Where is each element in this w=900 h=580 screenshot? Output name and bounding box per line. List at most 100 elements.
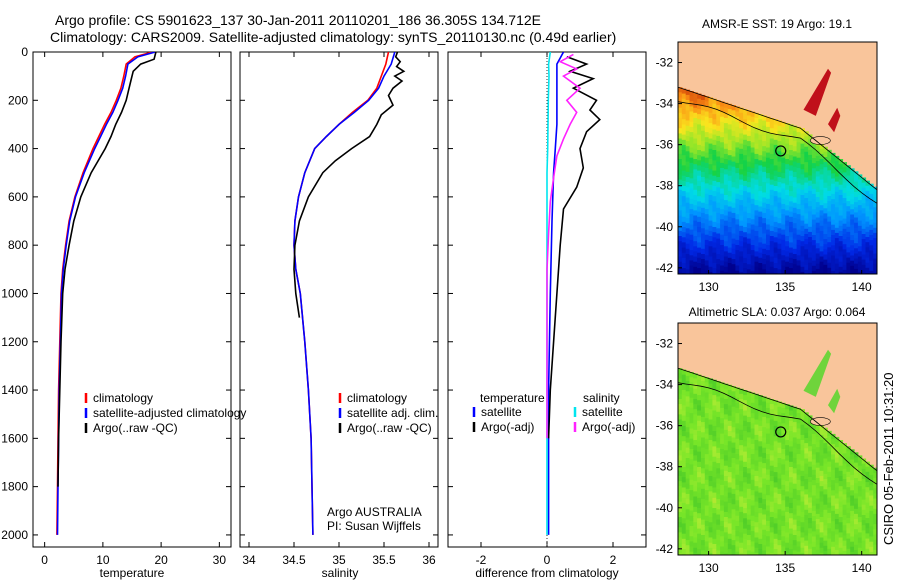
field-cell — [701, 166, 706, 173]
field-cell — [743, 263, 748, 269]
field-cell — [838, 491, 844, 498]
field-cell — [716, 427, 721, 433]
field-cell — [697, 420, 702, 427]
field-cell — [735, 229, 740, 236]
field-cell — [789, 170, 794, 177]
field-cell — [857, 455, 863, 462]
field-cell — [739, 532, 744, 539]
field-cell — [804, 213, 809, 220]
field-cell — [811, 505, 817, 512]
field-cell — [762, 427, 767, 433]
field-cell — [697, 252, 702, 259]
field-cell — [708, 215, 713, 222]
field-cell — [731, 478, 736, 485]
field-cell — [754, 440, 759, 446]
field-cell — [750, 250, 756, 256]
field-cell — [701, 478, 706, 485]
field-cell — [800, 542, 805, 549]
map-frame — [677, 41, 878, 275]
field-cell — [685, 166, 691, 173]
field-cell — [800, 174, 805, 181]
field-cell — [754, 429, 759, 436]
field-cell — [873, 539, 877, 546]
field-cell — [777, 540, 782, 546]
field-cell — [750, 265, 756, 272]
field-cell — [792, 499, 798, 505]
field-cell — [831, 526, 836, 532]
field-cell — [735, 454, 740, 460]
field-cell — [712, 477, 717, 483]
field-cell — [769, 522, 775, 528]
field-cell — [704, 214, 710, 220]
field-cell — [769, 256, 775, 263]
field-cell — [704, 162, 710, 169]
field-cell — [743, 227, 748, 233]
field-cell — [712, 451, 717, 458]
field-cell — [735, 464, 740, 471]
field-cell — [716, 535, 721, 541]
field-cell — [762, 478, 767, 485]
field-cell — [739, 128, 744, 134]
field-cell — [681, 119, 687, 125]
field-cell — [727, 513, 733, 519]
field-cell — [723, 383, 729, 390]
field-cell — [804, 504, 809, 511]
field-cell — [850, 516, 855, 522]
field-cell — [766, 168, 771, 174]
field-cell — [785, 547, 790, 554]
field-cell — [834, 493, 840, 500]
field-cell — [854, 176, 859, 183]
field-cell — [750, 454, 756, 460]
field-cell — [869, 204, 874, 210]
field-cell — [815, 549, 821, 555]
field-cell — [735, 193, 740, 200]
field-cell — [762, 264, 767, 270]
field-cell — [693, 434, 698, 441]
field-cell — [773, 263, 779, 269]
field-cell — [754, 552, 759, 555]
field-cell — [708, 251, 713, 258]
field-cell — [819, 486, 824, 492]
field-cell — [685, 411, 691, 418]
field-cell — [727, 252, 733, 259]
field-cell — [704, 510, 710, 517]
field-cell — [766, 183, 771, 190]
field-cell — [777, 519, 782, 526]
field-cell — [792, 187, 798, 193]
field-cell — [681, 237, 687, 243]
field-cell — [823, 151, 828, 158]
field-cell — [739, 424, 744, 431]
field-cell — [762, 223, 767, 229]
field-cell — [720, 121, 725, 128]
field-cell — [846, 528, 851, 534]
field-cell — [701, 228, 706, 234]
field-cell — [704, 255, 710, 261]
field-cell — [792, 135, 798, 142]
field-cell — [861, 489, 867, 495]
field-cell — [846, 226, 851, 233]
field-cell — [701, 105, 706, 111]
field-cell — [746, 519, 752, 526]
field-cell — [804, 545, 809, 552]
field-cell — [781, 484, 786, 491]
field-cell — [762, 488, 767, 495]
field-cell — [815, 263, 821, 270]
field-cell — [762, 254, 767, 260]
field-cell — [685, 207, 691, 214]
field-cell — [869, 521, 874, 527]
field-cell — [861, 473, 867, 480]
field-cell — [701, 442, 706, 449]
field-cell — [739, 220, 744, 227]
field-cell — [689, 551, 694, 555]
field-cell — [685, 386, 691, 392]
field-cell — [712, 206, 717, 213]
field-cell — [846, 456, 851, 463]
field-cell — [723, 215, 729, 222]
field-cell — [727, 400, 733, 406]
field-cell — [735, 255, 740, 261]
field-cell — [773, 180, 779, 187]
field-cell — [693, 189, 698, 196]
field-cell — [857, 241, 863, 247]
field-cell — [796, 152, 801, 159]
field-cell — [781, 214, 786, 220]
